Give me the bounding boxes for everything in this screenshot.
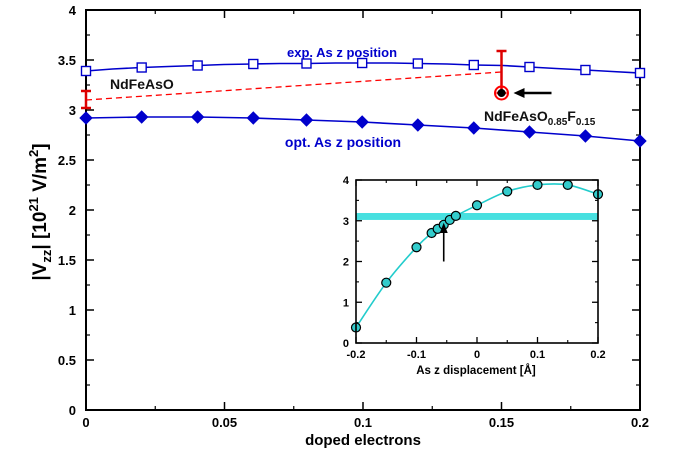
arrow-up-icon [439, 222, 448, 262]
inset-y-tick-label: 3 [343, 216, 349, 228]
inset-data-point [532, 179, 543, 190]
inset-data-point [562, 179, 573, 190]
main-axis-ticks [85, 9, 641, 411]
annotation-ndfeaso-f-base: NdFeAsO [484, 108, 548, 124]
inset-x-tick-label: 0 [474, 349, 480, 361]
arrow-left-icon [513, 88, 552, 98]
main-x-tick-label: 0.1 [354, 415, 372, 430]
exp-square-marker [136, 62, 147, 73]
exp-square-marker [248, 58, 259, 70]
opt-diamond-marker [411, 118, 425, 132]
annotation-ndfeaso-f-f: F [567, 108, 576, 124]
inset-y-tick-labels: 0 1 2 3 4 [343, 175, 350, 350]
highlight-point-center [497, 89, 506, 97]
exp-square-marker [301, 58, 312, 69]
opt-diamond-marker [522, 125, 537, 139]
y-label-sub: zz [39, 249, 54, 263]
main-x-tick-labels: 0 0.05 0.1 0.15 0.2 [82, 415, 649, 430]
main-x-tick-label: 0.15 [489, 415, 514, 430]
y-label-sup: 21 [26, 197, 41, 211]
inset-data-point [411, 242, 422, 253]
main-x-axis-label: doped electrons [305, 432, 421, 449]
y-label-close: ] [30, 143, 51, 149]
inset-x-tick-label: 0.1 [530, 349, 545, 361]
main-x-tick-label: 0 [82, 415, 89, 430]
inset-x-tick-label: 0.2 [590, 349, 605, 361]
inset-x-tick-label: -0.2 [347, 349, 366, 361]
opt-diamond-marker [299, 113, 314, 127]
exp-square-marker [412, 58, 424, 69]
main-y-tick-label: 0 [69, 403, 76, 418]
annotation-exp-as-z: exp. As z position [287, 45, 397, 60]
main-y-tick-label: 1 [69, 303, 76, 318]
inset-x-tick-label: -0.1 [407, 349, 426, 361]
main-y-tick-label: 2.5 [58, 153, 76, 168]
inset-chart: -0.2 -0.1 0 0.1 0.2 0 1 2 3 4 As z displacement … [343, 175, 606, 377]
main-y-axis-label: |Vzz| [1021 V/m2] [26, 143, 54, 280]
inset-data-point [450, 210, 461, 221]
main-y-tick-label: 4 [69, 3, 77, 18]
inset-x-tick-labels: -0.2 -0.1 0 0.1 0.2 [347, 349, 606, 361]
main-y-tick-label: 3.5 [58, 53, 76, 68]
main-chart: 0 0.05 0.1 0.15 0.2 0 0.5 1 1.5 2 2.5 3 3.5 4 exp. A… [26, 3, 649, 449]
y-label-unit-sup: 2 [26, 150, 41, 157]
annotation-ndfeaso-f-sub2: 0.15 [576, 117, 596, 128]
annotation-ndfeaso: NdFeAsO [110, 76, 174, 92]
opt-diamond-marker [246, 111, 261, 125]
y-label-unit: V/m [30, 157, 51, 197]
opt-diamond-marker [134, 110, 149, 124]
main-y-tick-label: 1.5 [58, 253, 76, 268]
exp-square-marker [356, 57, 368, 69]
main-y-tick-label: 2 [69, 203, 76, 218]
exp-square-marker [468, 59, 479, 71]
inset-y-tick-label: 2 [343, 257, 349, 269]
highlight-point-ndfeaso-f [494, 85, 509, 101]
series-markers-exp-as-z [80, 57, 646, 79]
inset-y-tick-label: 4 [343, 175, 350, 187]
opt-diamond-marker [190, 110, 205, 124]
exp-square-marker [524, 61, 535, 73]
series-markers-opt-as-z [79, 110, 647, 148]
exp-square-marker [192, 60, 203, 71]
y-label-mid: | [10 [30, 212, 51, 250]
opt-diamond-marker [578, 129, 593, 143]
exp-square-marker [634, 67, 646, 79]
inset-x-axis-label: As z displacement [Å] [416, 364, 536, 377]
inset-data-point [471, 200, 483, 211]
opt-diamond-marker [79, 111, 93, 125]
exp-square-marker [80, 65, 92, 77]
inset-data-point [381, 277, 392, 288]
inset-y-tick-label: 1 [343, 297, 349, 309]
inset-band [356, 213, 598, 220]
y-label-pre: |V [30, 262, 51, 280]
inset-data-point [502, 186, 513, 197]
inset-plot-frame [355, 179, 599, 344]
opt-diamond-marker [467, 121, 481, 135]
main-y-tick-label: 0.5 [58, 353, 76, 368]
main-y-tick-labels: 0 0.5 1 1.5 2 2.5 3 3.5 4 [58, 3, 77, 418]
annotation-ndfeaso-f: NdFeAsO0.85F0.15 [484, 108, 596, 128]
annotation-opt-as-z: opt. As z position [285, 134, 401, 150]
main-y-tick-label: 3 [69, 103, 76, 118]
opt-diamond-marker [355, 115, 369, 129]
arrow-left-head [513, 88, 525, 98]
arrow-up-head [439, 222, 448, 233]
main-x-tick-label: 0.05 [212, 415, 237, 430]
annotation-ndfeaso-f-sub1: 0.85 [548, 117, 568, 128]
inset-y-tick-label: 0 [343, 338, 349, 350]
opt-diamond-marker [633, 134, 647, 148]
main-x-tick-label: 0.2 [631, 415, 649, 430]
exp-square-marker [580, 64, 591, 76]
